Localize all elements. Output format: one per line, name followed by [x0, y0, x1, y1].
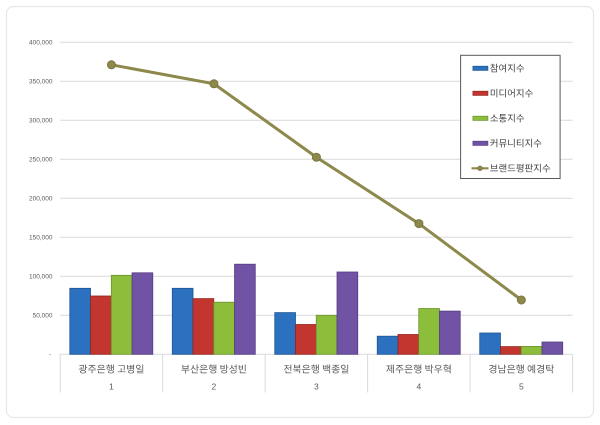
svg-text:3: 3 — [314, 382, 319, 392]
svg-text:1: 1 — [109, 382, 114, 392]
svg-text:250,000: 250,000 — [29, 157, 53, 164]
svg-text:-: - — [49, 352, 51, 359]
svg-text:4: 4 — [417, 382, 422, 392]
svg-text:2: 2 — [212, 382, 217, 392]
svg-text:5: 5 — [519, 382, 524, 392]
svg-text:100,000: 100,000 — [29, 274, 53, 281]
svg-text:400,000: 400,000 — [29, 40, 53, 47]
svg-text:150,000: 150,000 — [29, 235, 53, 242]
svg-text:350,000: 350,000 — [29, 79, 53, 86]
svg-text:200,000: 200,000 — [29, 196, 53, 203]
svg-text:300,000: 300,000 — [29, 118, 53, 125]
svg-text:50,000: 50,000 — [33, 313, 53, 320]
